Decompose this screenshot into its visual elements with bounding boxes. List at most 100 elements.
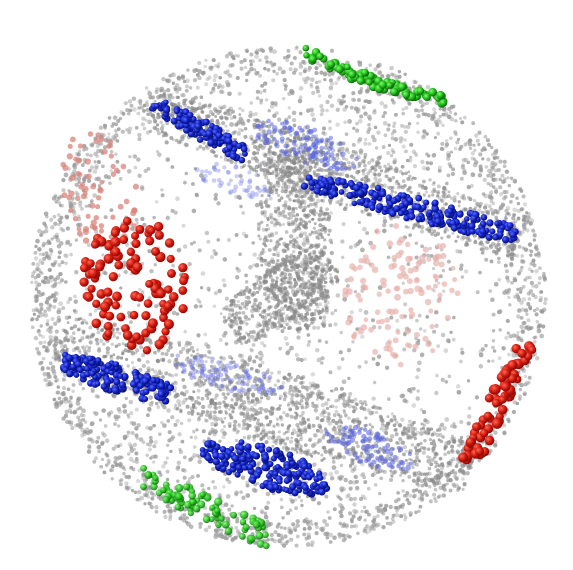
surface-point xyxy=(475,290,480,295)
surface-point xyxy=(178,350,183,355)
surface-point xyxy=(158,432,162,436)
surface-point xyxy=(381,145,386,150)
surface-point xyxy=(54,329,59,334)
saddle-point xyxy=(352,176,356,180)
surface-point xyxy=(389,65,394,71)
surface-point xyxy=(334,469,339,475)
saddle-point xyxy=(266,262,272,268)
surface-point xyxy=(287,53,291,58)
saddle-point xyxy=(317,228,321,232)
surface-point xyxy=(200,271,206,276)
surface-point xyxy=(74,270,79,275)
surface-point xyxy=(511,353,517,358)
surface-point xyxy=(482,177,487,182)
surface-point xyxy=(351,142,356,147)
surface-point xyxy=(522,226,527,231)
surface-point xyxy=(504,189,509,195)
surface-point xyxy=(382,219,388,224)
surface-point xyxy=(535,356,540,361)
surface-point xyxy=(360,334,365,339)
surface-point xyxy=(506,278,511,283)
surface-point xyxy=(314,531,319,536)
surface-point xyxy=(44,300,49,305)
surface-point xyxy=(52,263,56,268)
surface-point xyxy=(213,73,218,79)
surface-point xyxy=(156,470,160,474)
surface-point xyxy=(122,434,128,440)
saddle-point xyxy=(295,241,299,245)
surface-point xyxy=(46,280,51,285)
surface-point xyxy=(220,528,224,532)
surface-point xyxy=(64,214,70,220)
saddle-point xyxy=(521,218,526,223)
saddle-point xyxy=(427,194,431,198)
surface-point xyxy=(335,107,340,112)
surface-point xyxy=(42,256,47,261)
surface-point xyxy=(155,87,160,92)
surface-point xyxy=(302,527,307,531)
surface-point xyxy=(403,138,407,142)
surface-point xyxy=(133,165,138,170)
surface-point xyxy=(213,291,218,296)
surface-point xyxy=(339,463,344,468)
surface-point xyxy=(204,82,209,87)
surface-point xyxy=(314,522,318,526)
surface-point xyxy=(36,267,41,272)
surface-point xyxy=(109,468,113,473)
surface-point xyxy=(109,208,114,212)
surface-point xyxy=(52,214,57,219)
surface-point xyxy=(240,475,246,480)
surface-point xyxy=(355,486,359,490)
surface-point xyxy=(315,235,320,240)
surface-point xyxy=(135,478,141,484)
surface-point xyxy=(491,165,495,170)
surface-point xyxy=(441,268,446,273)
surface-point xyxy=(192,240,197,245)
surface-point xyxy=(363,99,367,103)
saddle-point xyxy=(325,207,330,212)
surface-point xyxy=(99,441,105,447)
saddle-point xyxy=(361,169,365,173)
surface-point xyxy=(186,68,190,72)
surface-point xyxy=(383,133,388,138)
surface-point xyxy=(412,495,416,499)
saddle-point xyxy=(150,113,155,118)
surface-point xyxy=(336,424,342,430)
surface-point xyxy=(445,150,451,156)
surface-point xyxy=(418,99,423,104)
surface-point xyxy=(488,182,493,187)
surface-point xyxy=(407,122,412,126)
surface-point xyxy=(407,474,412,479)
surface-point xyxy=(441,123,445,128)
surface-point xyxy=(348,479,353,485)
surface-point xyxy=(352,496,358,502)
surface-point xyxy=(504,169,510,174)
surface-point xyxy=(54,402,58,406)
surface-point xyxy=(321,526,326,531)
surface-point xyxy=(434,323,439,328)
saddle-point xyxy=(182,98,187,104)
surface-point xyxy=(44,225,49,230)
surface-point xyxy=(187,261,192,267)
saddle-point xyxy=(280,185,285,190)
surface-point xyxy=(213,410,217,414)
surface-point xyxy=(249,62,253,67)
surface-point xyxy=(290,396,294,401)
surface-point xyxy=(357,517,362,521)
surface-point xyxy=(48,252,53,257)
saddle-point xyxy=(308,232,312,237)
surface-point xyxy=(504,335,509,341)
saddle-point xyxy=(293,170,298,176)
surface-point xyxy=(263,344,267,348)
surface-point xyxy=(87,437,92,442)
surface-point xyxy=(517,394,523,399)
surface-point xyxy=(294,227,299,231)
surface-point xyxy=(88,153,93,158)
surface-point xyxy=(112,115,118,120)
surface-point xyxy=(466,160,471,165)
surface-point xyxy=(128,399,134,405)
surface-point xyxy=(41,252,46,257)
surface-point xyxy=(290,431,295,436)
surface-point xyxy=(40,271,44,275)
surface-point xyxy=(74,238,79,242)
